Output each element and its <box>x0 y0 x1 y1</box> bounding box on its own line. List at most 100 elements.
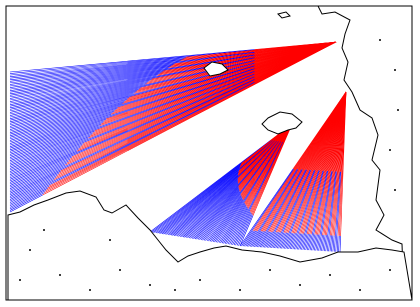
ray-blue <box>188 183 239 239</box>
ray-blue <box>299 170 324 250</box>
ray-blue <box>9 76 255 182</box>
ray-blue <box>224 205 247 244</box>
sounding-dot <box>269 269 271 271</box>
ray-blue <box>9 54 255 95</box>
ray-blue <box>9 112 113 146</box>
ray-blue <box>205 141 280 241</box>
ray-blue <box>9 79 255 194</box>
sounding-dot <box>109 239 111 241</box>
ray-blue <box>9 158 71 186</box>
ray-blue <box>191 140 278 239</box>
ray-blue <box>155 164 241 234</box>
ray-blue <box>303 233 309 250</box>
ray-blue <box>238 214 253 246</box>
ray-blue <box>258 169 303 248</box>
ray-blue <box>315 234 320 251</box>
ray-blue <box>185 181 239 238</box>
ray-red <box>252 123 293 216</box>
ray-blue <box>214 198 243 243</box>
ray-blue <box>9 81 149 112</box>
ray-blue <box>321 234 325 251</box>
ray-blue <box>172 173 239 236</box>
ray-blue <box>295 233 302 250</box>
ray-blue <box>9 134 92 166</box>
ray-blue <box>9 170 61 196</box>
ray-blue <box>294 233 300 250</box>
ray-blue <box>9 194 43 213</box>
ray-blue <box>184 180 239 238</box>
ray-blue <box>264 231 273 248</box>
ray-blue <box>9 125 100 158</box>
ray-blue <box>322 235 326 252</box>
ray-blue <box>9 173 60 197</box>
ray-blue <box>9 63 175 87</box>
ray-blue <box>232 141 284 245</box>
sounding-dot <box>89 289 91 291</box>
ray-blue <box>9 175 58 199</box>
ray-blue <box>323 235 327 252</box>
ray-blue <box>275 169 312 249</box>
ray-blue <box>9 122 104 155</box>
ray-blue <box>265 169 307 248</box>
ray-blue <box>226 206 248 245</box>
ray-blue <box>249 169 299 247</box>
sounding-dot <box>119 269 121 271</box>
ray-blue <box>9 65 172 90</box>
ray-blue <box>326 171 337 252</box>
ray-blue <box>245 230 256 247</box>
sounding-dot <box>239 289 241 291</box>
ray-blue <box>261 231 271 248</box>
ray-blue <box>9 136 90 168</box>
ray-blue <box>217 141 282 243</box>
ray-blue <box>296 233 303 250</box>
ray-blue <box>9 73 161 101</box>
ray-blue <box>166 170 240 235</box>
ray-blue <box>9 91 136 124</box>
ray-blue <box>313 234 318 251</box>
ray-blue <box>152 163 242 233</box>
ray-blue <box>220 202 245 244</box>
ray-blue <box>9 70 255 160</box>
island-north <box>203 61 229 77</box>
ray-blue <box>9 89 139 121</box>
ray-blue <box>252 231 263 247</box>
sounding-dot <box>394 69 396 71</box>
ray-blue <box>286 233 294 249</box>
ray-blue <box>175 175 239 237</box>
ray-blue <box>9 90 138 123</box>
ray-blue <box>285 232 293 249</box>
ray-blue <box>197 188 240 240</box>
ray-blue <box>9 67 169 93</box>
ray-red <box>42 41 337 196</box>
island-center <box>261 111 303 135</box>
ray-blue <box>9 70 164 98</box>
ray-blue <box>227 207 248 245</box>
ray-blue <box>233 211 251 246</box>
ray-blue <box>254 231 264 248</box>
ray-blue <box>9 58 183 79</box>
ray-blue <box>281 232 289 249</box>
ray-blue <box>164 140 274 235</box>
ray-blue <box>246 230 258 247</box>
ray-blue <box>9 110 115 144</box>
map-frame <box>5 5 413 301</box>
ray-blue <box>9 68 255 151</box>
ray-blue <box>319 234 323 251</box>
ray-blue <box>282 170 315 249</box>
ray-blue <box>9 107 118 141</box>
ray-blue <box>9 192 45 211</box>
ray-blue <box>256 169 302 248</box>
ray-blue <box>262 231 272 248</box>
ray-blue <box>9 132 94 165</box>
ray-blue <box>193 186 239 239</box>
ray-blue <box>316 171 332 251</box>
ray-blue <box>9 68 255 149</box>
ray-blue <box>9 156 73 185</box>
ray-blue <box>179 178 239 237</box>
ray-blue <box>9 74 159 102</box>
ray-blue <box>9 65 255 138</box>
ray-blue <box>9 49 255 74</box>
ray-blue <box>9 59 182 81</box>
coastline <box>7 5 413 301</box>
sounding-dot <box>389 149 391 151</box>
